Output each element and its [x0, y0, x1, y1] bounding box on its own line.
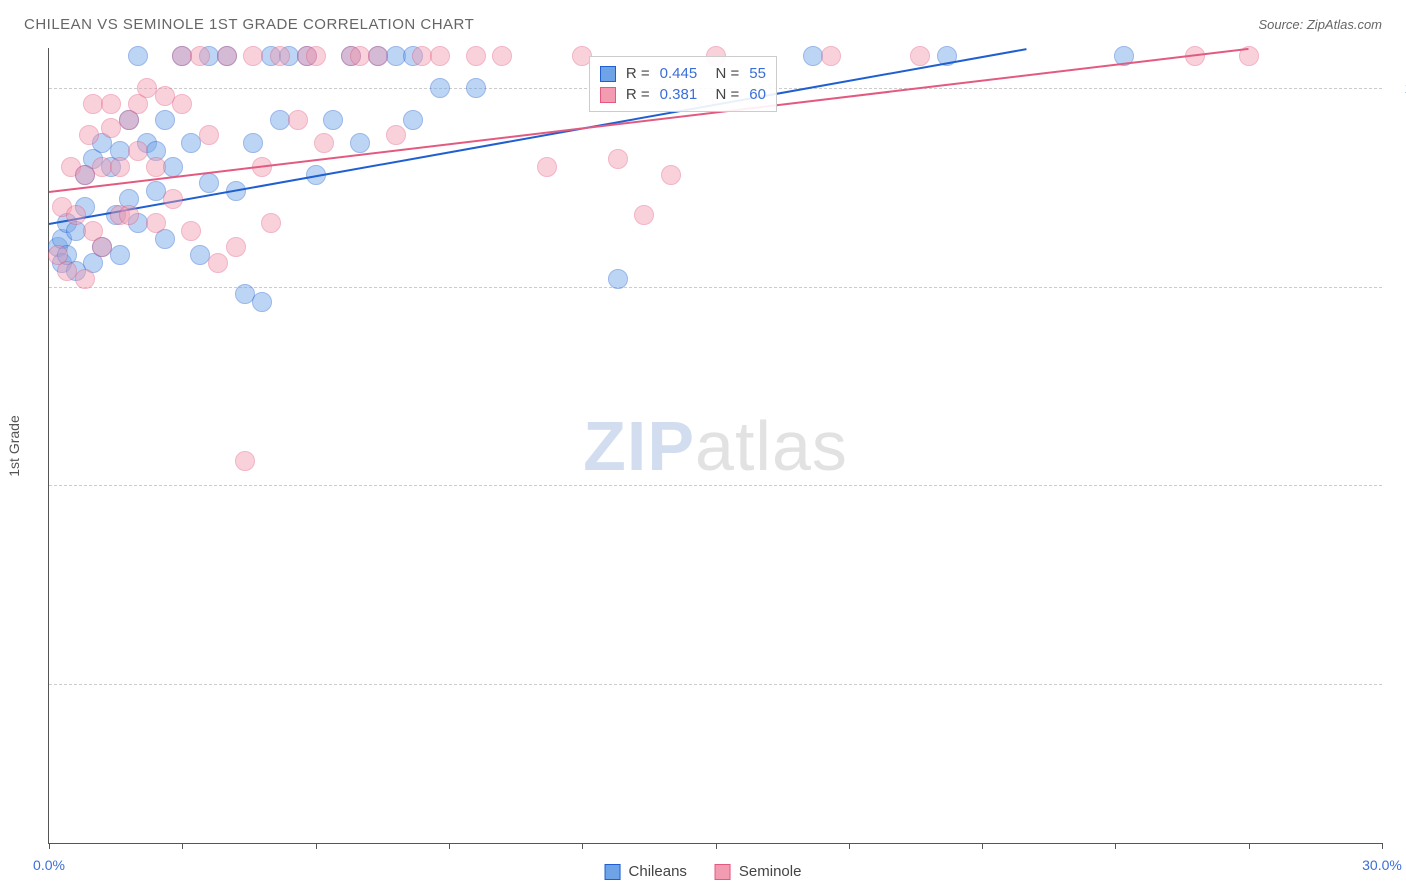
scatter-point [146, 213, 166, 233]
stats-n-label: N = [707, 86, 739, 103]
legend-item-chileans: Chileans [605, 863, 687, 880]
scatter-point [386, 125, 406, 145]
stats-row: R = 0.445 N = 55 [600, 63, 766, 84]
x-tick [1249, 843, 1250, 849]
y-tick-label: 92.5% [1392, 676, 1406, 692]
scatter-point [350, 133, 370, 153]
scatter-point [146, 157, 166, 177]
scatter-point [217, 46, 237, 66]
x-tick [1115, 843, 1116, 849]
scatter-point [821, 46, 841, 66]
x-tick [182, 843, 183, 849]
chart-title: CHILEAN VS SEMINOLE 1ST GRADE CORRELATIO… [24, 16, 474, 33]
scatter-point [110, 157, 130, 177]
stats-n-value: 55 [749, 65, 766, 82]
stats-r-label: R = [626, 86, 650, 103]
scatter-point [306, 46, 326, 66]
chart-legend: Chileans Seminole [605, 863, 802, 880]
scatter-point [235, 451, 255, 471]
scatter-point [66, 205, 86, 225]
scatter-point [537, 157, 557, 177]
scatter-point [199, 125, 219, 145]
legend-swatch-chileans [605, 864, 621, 880]
x-tick [49, 843, 50, 849]
gridline [49, 485, 1382, 486]
scatter-point [368, 46, 388, 66]
stats-row: R = 0.381 N = 60 [600, 84, 766, 105]
stats-r-label: R = [626, 65, 650, 82]
x-tick [1382, 843, 1383, 849]
x-tick-label: 0.0% [33, 857, 65, 873]
y-tick-label: 100.0% [1392, 80, 1406, 96]
x-tick-label: 30.0% [1362, 857, 1402, 873]
scatter-point [172, 94, 192, 114]
y-tick-label: 95.0% [1392, 477, 1406, 493]
scatter-point [314, 133, 334, 153]
scatter-point [208, 253, 228, 273]
scatter-point [181, 221, 201, 241]
scatter-point [119, 205, 139, 225]
scatter-point [190, 46, 210, 66]
scatter-point [79, 125, 99, 145]
scatter-point [128, 141, 148, 161]
chart-header: CHILEAN VS SEMINOLE 1ST GRADE CORRELATIO… [0, 0, 1406, 40]
stats-swatch [600, 87, 616, 103]
stats-r-value: 0.381 [660, 86, 698, 103]
watermark: ZIPatlas [583, 406, 848, 486]
scatter-point [323, 110, 343, 130]
scatter-point [270, 46, 290, 66]
x-tick [982, 843, 983, 849]
stats-n-label: N = [707, 65, 739, 82]
stats-swatch [600, 66, 616, 82]
scatter-point [608, 149, 628, 169]
scatter-point [243, 133, 263, 153]
x-tick [716, 843, 717, 849]
watermark-zip: ZIP [583, 407, 695, 485]
stats-r-value: 0.445 [660, 65, 698, 82]
x-tick [449, 843, 450, 849]
scatter-point [910, 46, 930, 66]
legend-label-chileans: Chileans [629, 863, 687, 880]
watermark-atlas: atlas [695, 407, 848, 485]
legend-item-seminole: Seminole [715, 863, 802, 880]
scatter-point [430, 78, 450, 98]
scatter-point [92, 237, 112, 257]
x-tick [849, 843, 850, 849]
chart-source: Source: ZipAtlas.com [1258, 17, 1382, 32]
y-tick-label: 97.5% [1392, 279, 1406, 295]
y-axis-label: 1st Grade [6, 415, 22, 476]
scatter-chart: ZIPatlas 92.5%95.0%97.5%100.0%0.0%30.0%R… [48, 48, 1382, 844]
x-tick [582, 843, 583, 849]
scatter-point [199, 173, 219, 193]
stats-n-value: 60 [749, 86, 766, 103]
scatter-point [226, 237, 246, 257]
scatter-point [128, 46, 148, 66]
scatter-point [155, 110, 175, 130]
scatter-point [252, 292, 272, 312]
scatter-point [163, 189, 183, 209]
legend-label-seminole: Seminole [739, 863, 802, 880]
scatter-point [492, 46, 512, 66]
scatter-point [403, 110, 423, 130]
scatter-point [661, 165, 681, 185]
gridline [49, 684, 1382, 685]
scatter-point [466, 78, 486, 98]
scatter-point [466, 46, 486, 66]
legend-swatch-seminole [715, 864, 731, 880]
scatter-point [243, 46, 263, 66]
correlation-stats-box: R = 0.445 N = 55 R = 0.381 N = 60 [589, 56, 777, 112]
scatter-point [110, 245, 130, 265]
scatter-point [261, 213, 281, 233]
scatter-point [608, 269, 628, 289]
scatter-point [75, 269, 95, 289]
scatter-point [634, 205, 654, 225]
x-tick [316, 843, 317, 849]
scatter-point [288, 110, 308, 130]
scatter-point [101, 94, 121, 114]
scatter-point [430, 46, 450, 66]
